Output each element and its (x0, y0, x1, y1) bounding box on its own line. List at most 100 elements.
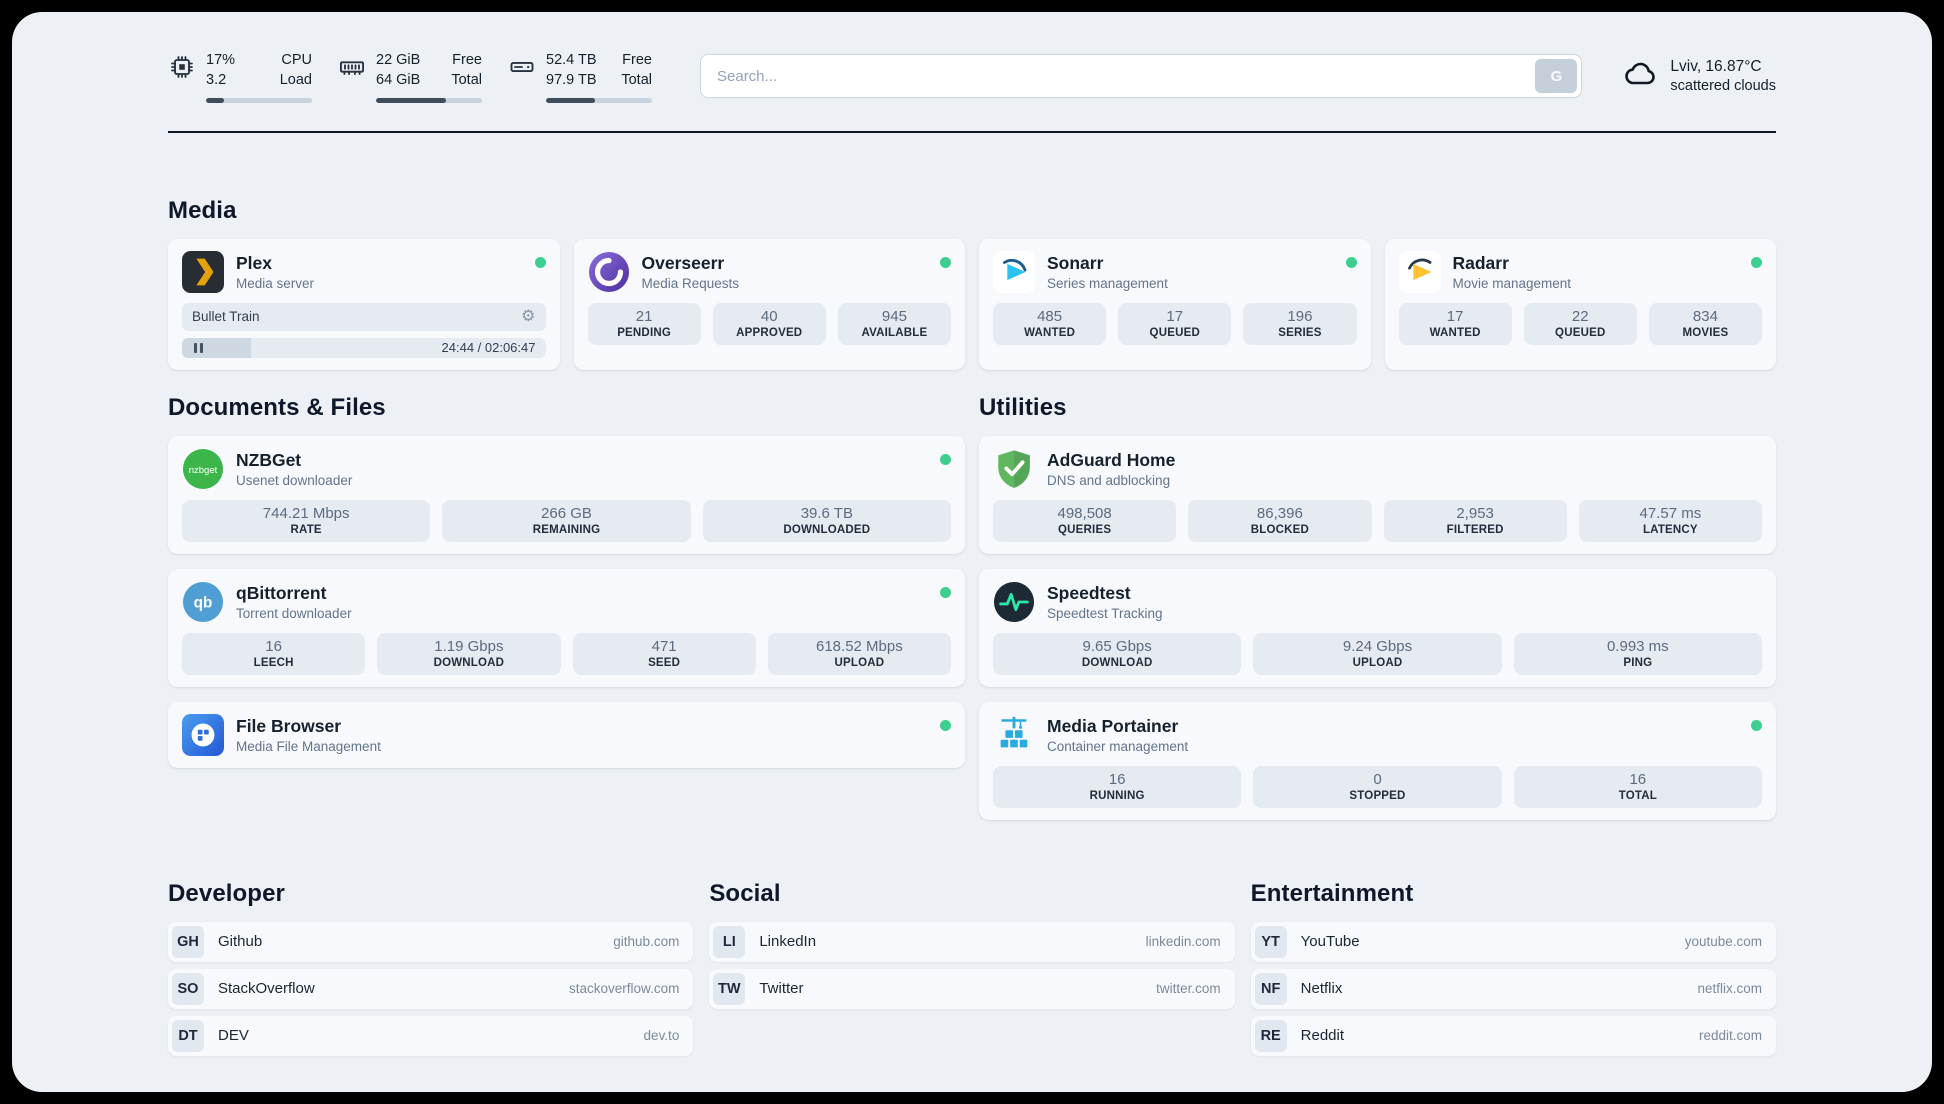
social-section-title: Social (709, 879, 781, 907)
stat-series: 196 SERIES (1243, 302, 1357, 345)
status-dot (1751, 719, 1762, 731)
stat-queued: 22 QUEUED (1523, 302, 1637, 345)
service-name: NZBGet (236, 449, 302, 470)
service-name: Plex (236, 252, 272, 273)
stat-seed: 471 SEED (572, 632, 756, 675)
service-card-qbittorrent[interactable]: qb qBittorrent Torrent downloader (168, 568, 965, 687)
service-card-radarr[interactable]: Radarr Movie management 17 WANTED 22 QUE… (1384, 238, 1776, 370)
bookmark-dev[interactable]: DT DEV dev.to (168, 1015, 694, 1056)
service-subtitle: Media server (236, 275, 315, 291)
service-subtitle: Media Requests (641, 275, 740, 291)
bookmark-reddit[interactable]: RE Reddit reddit.com (1250, 1015, 1776, 1056)
stat-upload: 618.52 Mbps UPLOAD (767, 632, 951, 675)
nzbget-icon: nzbget (182, 448, 224, 490)
bookmarks-entertainment: Entertainment YT YouTube youtube.com NF … (1250, 880, 1776, 1056)
weather-widget: Lviv, 16.87°C scattered clouds (1622, 56, 1776, 97)
service-name: File Browser (236, 715, 342, 736)
search-input[interactable] (700, 54, 1583, 99)
cloud-icon (1622, 56, 1658, 97)
now-playing-title: Bullet Train (192, 309, 260, 325)
plex-icon (182, 250, 224, 293)
disk-monitor-widget: 52.4 TB 97.9 TB Free Total (508, 50, 652, 103)
stat-blocked: 86,396 BLOCKED (1188, 499, 1372, 542)
service-subtitle: Series management (1047, 275, 1168, 291)
memory-progress-bar (376, 97, 482, 103)
status-dot (940, 719, 951, 731)
service-subtitle: Movie management (1452, 275, 1572, 291)
youtube-abbr-icon: YT (1254, 925, 1287, 958)
stat-total: 16 TOTAL (1513, 765, 1762, 808)
memory-monitor-widget: 22 GiB 64 GiB Free Total (338, 50, 482, 103)
section-documents: Documents & Files nzbget (168, 394, 965, 820)
service-subtitle: Usenet downloader (236, 472, 353, 488)
top-bar: 17% 3.2 CPU Load (12, 12, 1932, 103)
filebrowser-icon (182, 713, 224, 756)
disk-icon (508, 50, 536, 81)
stat-queued: 17 QUEUED (1118, 302, 1232, 345)
bookmark-twitter[interactable]: TW Twitter twitter.com (709, 968, 1235, 1009)
search-provider-button[interactable]: G (1535, 59, 1578, 94)
status-dot (940, 256, 951, 268)
gear-icon[interactable]: ⚙ (521, 307, 536, 325)
service-subtitle: Container management (1047, 738, 1189, 754)
service-name: Sonarr (1047, 252, 1104, 273)
bookmark-youtube[interactable]: YT YouTube youtube.com (1250, 921, 1776, 962)
section-media: Media Plex Media server (168, 197, 1776, 370)
cpu-monitor-widget: 17% 3.2 CPU Load (168, 50, 312, 103)
bookmark-linkedin[interactable]: LI LinkedIn linkedin.com (709, 921, 1235, 962)
stat-download: 1.19 Gbps DOWNLOAD (377, 632, 561, 675)
stat-downloaded: 39.6 TB DOWNLOADED (702, 499, 951, 542)
stat-upload: 9.24 Gbps UPLOAD (1253, 632, 1502, 675)
stat-leech: 16 LEECH (182, 632, 366, 675)
adguard-icon (993, 448, 1035, 490)
header-divider (168, 130, 1776, 133)
overseerr-icon (588, 251, 630, 293)
cpu-load-label: Load (279, 72, 312, 89)
netflix-abbr-icon: NF (1254, 972, 1287, 1005)
reddit-abbr-icon: RE (1254, 1019, 1287, 1052)
stat-rate: 744.21 Mbps RATE (182, 499, 431, 542)
twitter-abbr-icon: TW (713, 972, 746, 1005)
bookmark-netflix[interactable]: NF Netflix netflix.com (1250, 968, 1776, 1009)
service-card-filebrowser[interactable]: File Browser Media File Management (168, 701, 965, 768)
linkedin-abbr-icon: LI (713, 925, 746, 958)
service-subtitle: Torrent downloader (236, 605, 352, 621)
memory-free-value: 22 GiB (376, 52, 421, 68)
speedtest-icon (993, 581, 1035, 623)
disk-progress-bar (546, 97, 652, 103)
service-card-portainer[interactable]: Media Portainer Container management 16 … (979, 701, 1776, 820)
bookmarks-social: Social LI LinkedIn linkedin.com TW Twitt… (709, 879, 1235, 1056)
pause-icon[interactable] (182, 342, 215, 353)
cpu-icon (168, 50, 196, 81)
playback-time: 24:44 / 02:06:47 (441, 340, 536, 356)
qbittorrent-icon: qb (182, 581, 224, 623)
status-dot (940, 453, 951, 465)
cpu-usage-value: 17% (206, 52, 236, 68)
weather-location: Lviv, 16.87°C (1670, 58, 1762, 76)
service-card-plex[interactable]: Plex Media server Bullet Train ⚙ 24:44 /… (168, 238, 560, 370)
github-abbr-icon: GH (172, 925, 204, 958)
service-name: Media Portainer (1047, 715, 1179, 736)
stat-stopped: 0 STOPPED (1253, 765, 1502, 808)
dashboard-root: 17% 3.2 CPU Load (12, 12, 1932, 1092)
memory-total-label: Total (451, 72, 482, 89)
radarr-icon (1398, 250, 1441, 293)
stat-approved: 40 APPROVED (712, 302, 826, 345)
service-card-sonarr[interactable]: Sonarr Series management 485 WANTED 17 Q… (979, 238, 1371, 370)
service-card-adguard[interactable]: AdGuard Home DNS and adblocking 498,508 … (979, 435, 1776, 554)
stat-filtered: 2,953 FILTERED (1383, 499, 1567, 542)
documents-section-title: Documents & Files (168, 393, 386, 421)
status-dot (940, 586, 951, 598)
service-name: Speedtest (1047, 582, 1131, 603)
plex-now-playing: Bullet Train ⚙ (182, 302, 546, 331)
media-section-title: Media (168, 196, 237, 224)
cpu-label: CPU (281, 52, 312, 68)
service-card-overseerr[interactable]: Overseerr Media Requests 21 PENDING 40 A… (573, 238, 965, 370)
service-subtitle: Speedtest Tracking (1047, 605, 1163, 621)
service-card-speedtest[interactable]: Speedtest Speedtest Tracking 9.65 Gbps D… (979, 568, 1776, 687)
service-card-nzbget[interactable]: nzbget NZBGet Usenet downloader 74 (168, 435, 965, 554)
bookmark-stackoverflow[interactable]: SO StackOverflow stackoverflow.com (168, 968, 694, 1009)
stat-download: 9.65 Gbps DOWNLOAD (993, 632, 1242, 675)
bookmark-github[interactable]: GH Github github.com (168, 921, 694, 962)
stat-ping: 0.993 ms PING (1513, 632, 1762, 675)
